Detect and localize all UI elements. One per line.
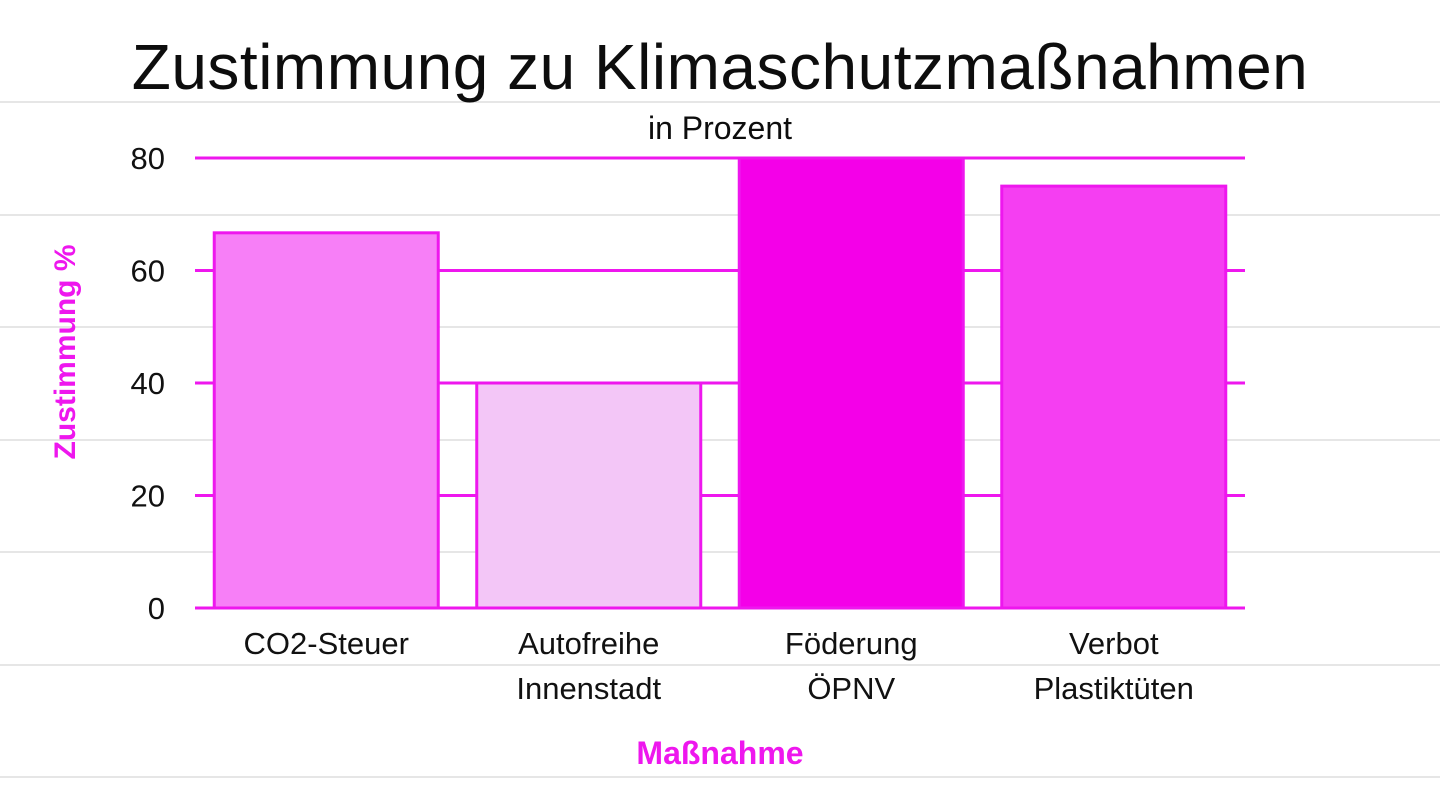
x-axis-label: Maßnahme bbox=[636, 735, 804, 771]
x-tick-label: Verbot bbox=[1069, 626, 1159, 661]
chart-title: Zustimmung zu Klimaschutzmaßnahmen bbox=[131, 31, 1309, 103]
bar bbox=[475, 381, 703, 610]
y-tick-label: 0 bbox=[148, 591, 165, 626]
y-tick-label: 80 bbox=[131, 141, 165, 176]
chart-subtitle: in Prozent bbox=[647, 110, 793, 146]
x-tick-label: CO2-Steuer bbox=[244, 626, 409, 661]
x-tick-label: Autofreihe bbox=[518, 626, 659, 661]
y-tick-label: 60 bbox=[131, 254, 165, 289]
x-tick-label: Innenstadt bbox=[516, 671, 661, 706]
x-tick-label: Föderung bbox=[785, 626, 918, 661]
x-tick-label: ÖPNV bbox=[807, 671, 895, 706]
y-tick-label: 40 bbox=[131, 366, 165, 401]
x-tick-label: Plastiktüten bbox=[1034, 671, 1194, 706]
bar bbox=[212, 231, 440, 610]
bar bbox=[1000, 184, 1228, 610]
bar bbox=[737, 156, 965, 610]
y-tick-label: 20 bbox=[131, 479, 165, 514]
